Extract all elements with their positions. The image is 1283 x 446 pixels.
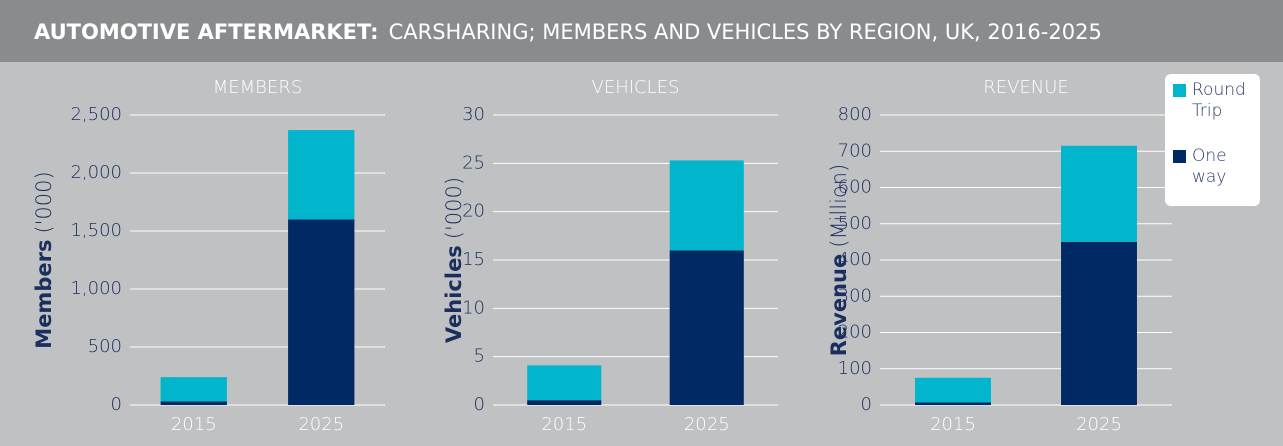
x-tick-label: 2015: [541, 414, 587, 435]
header-title: AUTOMOTIVE AFTERMARKET:: [34, 20, 379, 44]
legend-swatch: [1173, 150, 1186, 163]
bar: [669, 160, 744, 251]
bar: [1061, 241, 1137, 405]
y-tick-label: 300: [838, 285, 872, 306]
y-tick-label: 0: [474, 394, 485, 415]
y-tick-label: 500: [838, 213, 872, 234]
legend: Round Trip One way: [1165, 74, 1260, 206]
y-axis-label: Members ('000): [32, 171, 56, 348]
y-tick-label: 25: [462, 152, 485, 173]
panel-title: VEHICLES: [592, 77, 680, 98]
y-tick-label: 200: [838, 322, 872, 343]
header: AUTOMOTIVE AFTERMARKET: CARSHARING; MEMBE…: [34, 20, 1102, 44]
header-bar: [0, 0, 1283, 62]
y-axis-label: Vehicles ('000): [442, 177, 466, 343]
y-tick-label: 2,000: [70, 162, 122, 183]
bar: [915, 377, 991, 403]
x-tick-label: 2015: [171, 414, 217, 435]
y-axis-label-unit: (Million): [827, 164, 851, 248]
y-tick-label: 700: [838, 140, 872, 161]
x-tick-label: 2025: [1076, 414, 1122, 435]
y-tick-label: 2,500: [70, 104, 122, 125]
y-axis-label-name: Revenue: [827, 254, 851, 357]
bar: [527, 400, 602, 405]
y-tick-label: 500: [88, 336, 122, 357]
bar: [288, 130, 355, 220]
y-axis-label-name: Vehicles: [442, 245, 466, 343]
bar: [669, 250, 744, 405]
y-axis-label-unit: ('000): [32, 171, 56, 233]
y-tick-label: 15: [462, 249, 485, 270]
y-tick-label: 800: [838, 104, 872, 125]
legend-item: Round Trip: [1173, 80, 1250, 122]
y-tick-label: 0: [861, 394, 872, 415]
bar: [160, 401, 227, 405]
header-subtitle: CARSHARING; MEMBERS AND VEHICLES BY REGI…: [389, 20, 1102, 44]
y-tick-label: 20: [462, 201, 485, 222]
y-axis-label-name: Members: [32, 240, 56, 349]
y-axis-label: Revenue (Million): [827, 164, 851, 357]
y-axis-label-unit: ('000): [442, 177, 466, 239]
y-tick-label: 1,500: [70, 220, 122, 241]
legend-item: One way: [1173, 146, 1250, 188]
bar: [915, 402, 991, 405]
panel-title: REVENUE: [983, 77, 1069, 98]
bar: [1061, 145, 1137, 242]
legend-label: One way: [1192, 146, 1227, 187]
y-tick-label: 1,000: [70, 278, 122, 299]
x-tick-label: 2025: [684, 414, 730, 435]
bar: [160, 377, 227, 402]
legend-swatch: [1173, 84, 1186, 97]
y-tick-label: 0: [111, 394, 122, 415]
y-tick-label: 10: [462, 297, 485, 318]
x-tick-label: 2025: [298, 414, 344, 435]
bar: [527, 365, 602, 401]
y-tick-label: 100: [838, 358, 872, 379]
y-tick-label: 30: [462, 104, 485, 125]
bar: [288, 219, 355, 405]
y-tick-label: 400: [838, 249, 872, 270]
panel-title: MEMBERS: [213, 77, 303, 98]
x-tick-label: 2015: [930, 414, 976, 435]
y-tick-label: 600: [838, 177, 872, 198]
y-tick-label: 5: [474, 346, 485, 367]
legend-label: Round Trip: [1192, 80, 1246, 121]
